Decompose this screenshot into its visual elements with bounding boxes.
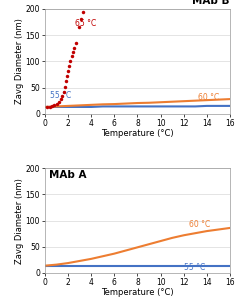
Text: 55 °C: 55 °C <box>184 263 205 272</box>
Y-axis label: Zavg Diameter (nm): Zavg Diameter (nm) <box>15 18 24 104</box>
Text: 65 °C: 65 °C <box>75 19 96 28</box>
X-axis label: Temperature (°C): Temperature (°C) <box>101 129 174 138</box>
Y-axis label: Zavg Diameter (nm): Zavg Diameter (nm) <box>15 178 24 264</box>
Text: MAb B: MAb B <box>192 0 230 6</box>
X-axis label: Temperature (°C): Temperature (°C) <box>101 288 174 297</box>
Text: 60 °C: 60 °C <box>197 92 219 101</box>
Text: MAb A: MAb A <box>49 170 86 180</box>
Text: 60 °C: 60 °C <box>189 220 211 229</box>
Text: 55 °C: 55 °C <box>50 92 72 100</box>
